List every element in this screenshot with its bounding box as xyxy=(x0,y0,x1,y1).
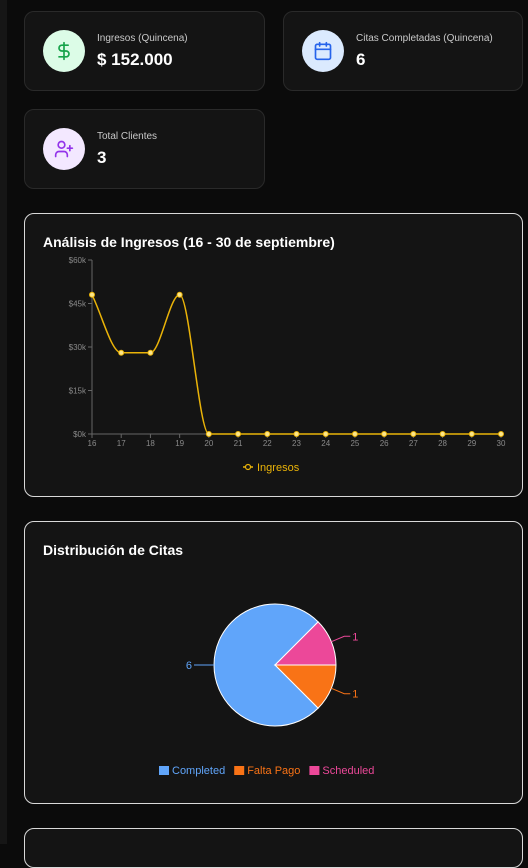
legend-label: Scheduled xyxy=(322,765,374,777)
x-tick-label: 20 xyxy=(204,439,213,448)
calendar-icon xyxy=(302,30,344,72)
data-point xyxy=(468,431,475,437)
x-tick-label: 23 xyxy=(292,439,301,448)
next-panel xyxy=(24,828,523,868)
y-tick-label: $30k xyxy=(69,343,87,352)
series-line-ingresos xyxy=(91,294,501,435)
stat-card-completed-appointments: Citas Completadas (Quincena) 6 xyxy=(283,11,523,91)
data-point xyxy=(351,431,358,437)
panel-title: Distribución de Citas xyxy=(43,542,184,558)
data-point xyxy=(264,431,271,437)
pie-label-line xyxy=(331,635,351,643)
data-point xyxy=(439,431,446,437)
legend-label: Completed xyxy=(172,765,225,777)
legend-swatch xyxy=(234,766,245,775)
stat-value: 6 xyxy=(356,50,366,69)
income-line-chart: $0k $15k $30k $45k $60k 16 17 18 19 20 21 22 23 24 25 2… xyxy=(69,256,506,474)
x-tick-label: 24 xyxy=(321,439,330,448)
data-point xyxy=(205,431,212,437)
x-tick-label: 25 xyxy=(350,439,359,448)
data-point xyxy=(235,431,242,437)
data-point xyxy=(89,291,95,298)
appointments-pie-chart: 6 1 1 Completed Falta Pago Scheduled xyxy=(159,603,374,777)
pie-value-label: 1 xyxy=(352,689,358,701)
pie-slice-completed xyxy=(213,603,319,727)
x-tick-label: 16 xyxy=(88,439,97,448)
pie-label-line xyxy=(331,687,351,695)
stat-label: Citas Completadas (Quincena) xyxy=(356,33,493,44)
pie-value-label: 6 xyxy=(186,660,192,672)
x-tick-label: 29 xyxy=(467,439,476,448)
x-tick-label: 17 xyxy=(117,439,126,448)
pie-value-label: 1 xyxy=(352,631,358,643)
x-tick-label: 21 xyxy=(234,439,243,448)
data-point xyxy=(147,349,154,356)
legend-swatch xyxy=(159,766,169,775)
x-tick-label: 27 xyxy=(409,439,418,448)
y-tick-label: $45k xyxy=(69,300,87,309)
x-tick-label: 19 xyxy=(175,439,184,448)
legend-marker-icon xyxy=(244,463,252,471)
income-chart-panel: Análisis de Ingresos (16 - 30 de septiem… xyxy=(24,213,523,497)
stat-label: Total Clientes xyxy=(97,131,158,142)
data-point xyxy=(293,431,300,437)
appointments-chart-panel: Distribución de Citas 6 1 1 Completed Falta … xyxy=(24,521,523,804)
data-point xyxy=(322,431,329,437)
data-point xyxy=(176,291,183,298)
y-tick-label: $15k xyxy=(69,387,87,396)
x-tick-label: 18 xyxy=(146,439,155,448)
x-tick-label: 26 xyxy=(380,439,389,448)
data-point xyxy=(498,431,504,437)
x-tick-label: 28 xyxy=(438,439,447,448)
data-point xyxy=(410,431,417,437)
x-tick-label: 30 xyxy=(497,439,506,448)
y-tick-label: $60k xyxy=(69,256,87,265)
sidebar-edge xyxy=(0,0,7,844)
legend-label: Falta Pago xyxy=(247,765,300,777)
stat-card-total-clients: Total Clientes 3 xyxy=(24,109,265,189)
x-tick-label: 22 xyxy=(263,439,272,448)
panel-title: Análisis de Ingresos (16 - 30 de septiem… xyxy=(43,234,335,250)
stat-card-income: Ingresos (Quincena) $ 152.000 xyxy=(24,11,265,91)
legend-swatch xyxy=(309,766,320,775)
stat-value: 3 xyxy=(97,148,107,167)
stat-value: $ 152.000 xyxy=(97,50,173,69)
user-plus-icon xyxy=(43,128,85,170)
dollar-icon xyxy=(43,30,85,72)
stat-label: Ingresos (Quincena) xyxy=(97,33,188,44)
data-point xyxy=(381,431,388,437)
data-point xyxy=(118,349,125,356)
legend-label: Ingresos xyxy=(257,462,300,474)
y-tick-label: $0k xyxy=(73,430,87,439)
